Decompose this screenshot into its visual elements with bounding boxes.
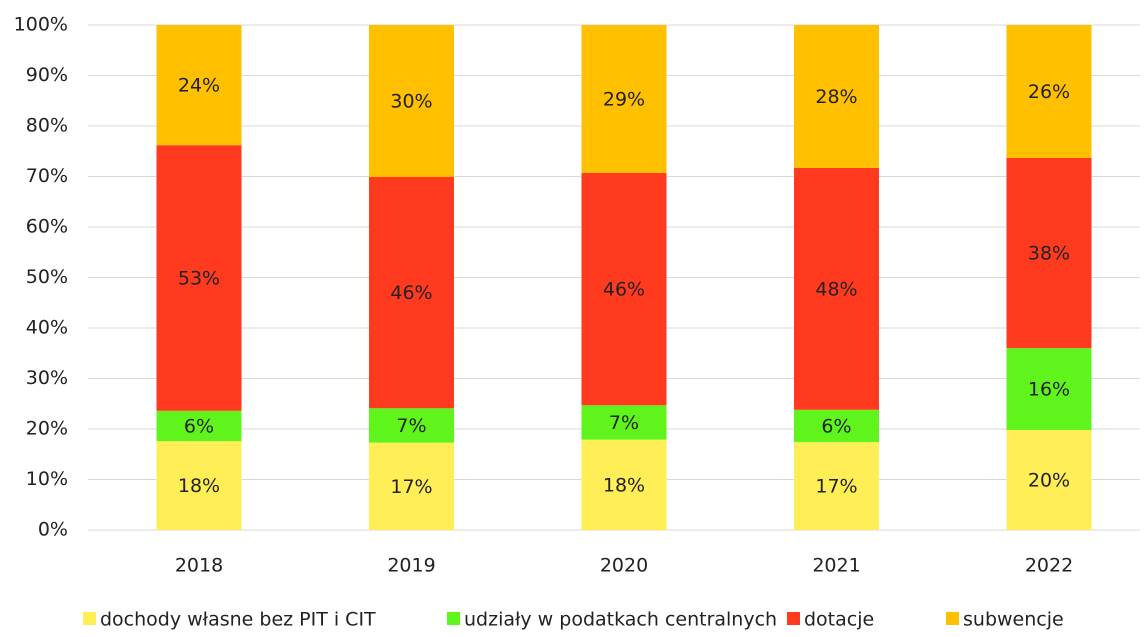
bar-segment <box>1006 348 1092 431</box>
data-label: 26% <box>1028 81 1070 103</box>
bar-segment <box>156 441 242 530</box>
bar-segment <box>794 409 879 443</box>
bar-segment <box>581 25 667 173</box>
bar-segment <box>369 442 454 530</box>
y-tick-label: 10% <box>26 468 68 490</box>
legend-swatch <box>787 612 800 625</box>
data-label: 53% <box>178 268 220 290</box>
y-tick-label: 30% <box>26 367 68 389</box>
data-label: 18% <box>178 475 220 497</box>
bar-segment <box>156 145 242 411</box>
bar-segment <box>794 25 879 168</box>
data-label: 46% <box>390 282 432 304</box>
bar-segment <box>369 177 454 409</box>
x-tick-label: 2020 <box>600 555 648 577</box>
bar-segment <box>156 410 242 442</box>
data-label: 6% <box>821 415 851 437</box>
bar-segment <box>794 167 879 410</box>
data-label: 48% <box>815 278 857 300</box>
bar-segment <box>156 25 242 146</box>
x-tick-label: 2021 <box>812 555 860 577</box>
legend-label: dotacje <box>804 609 874 631</box>
y-tick-label: 70% <box>26 165 68 187</box>
data-label: 28% <box>815 86 857 108</box>
data-label: 46% <box>603 279 645 301</box>
bar-segment <box>581 172 667 406</box>
y-tick-label: 100% <box>14 14 68 36</box>
bar-segment <box>1006 157 1092 349</box>
data-label: 24% <box>178 75 220 97</box>
y-tick-label: 60% <box>26 216 68 238</box>
bar-segment <box>581 405 667 440</box>
x-tick-label: 2019 <box>387 555 435 577</box>
data-label: 18% <box>603 474 645 496</box>
legend-swatch <box>946 612 959 625</box>
data-label: 16% <box>1028 379 1070 401</box>
data-label: 7% <box>396 415 426 437</box>
bar-segment <box>1006 25 1092 158</box>
legend-swatch <box>447 612 460 625</box>
data-label: 30% <box>390 91 432 113</box>
data-label: 17% <box>390 476 432 498</box>
y-tick-label: 0% <box>38 519 68 541</box>
data-label: 17% <box>815 476 857 498</box>
data-label: 20% <box>1028 470 1070 492</box>
data-label: 6% <box>184 415 214 437</box>
bar-segment <box>369 408 454 443</box>
bar-segment <box>369 25 454 178</box>
data-label: 7% <box>609 412 639 434</box>
y-tick-label: 40% <box>26 317 68 339</box>
bar-segment <box>581 439 667 530</box>
data-label: 38% <box>1028 243 1070 265</box>
y-tick-label: 50% <box>26 266 68 288</box>
y-tick-label: 20% <box>26 418 68 440</box>
legend-label: dochody własne bez PIT i CIT <box>100 609 376 631</box>
x-tick-label: 2022 <box>1025 555 1073 577</box>
y-tick-label: 80% <box>26 115 68 137</box>
data-label: 29% <box>603 88 645 110</box>
legend-label: subwencje <box>963 609 1064 631</box>
y-tick-label: 90% <box>26 64 68 86</box>
bar-segment <box>794 442 879 530</box>
bar-segment <box>1006 430 1092 530</box>
legend-label: udziały w podatkach centralnych <box>464 609 777 631</box>
x-tick-label: 2018 <box>175 555 223 577</box>
legend-swatch <box>83 612 96 625</box>
